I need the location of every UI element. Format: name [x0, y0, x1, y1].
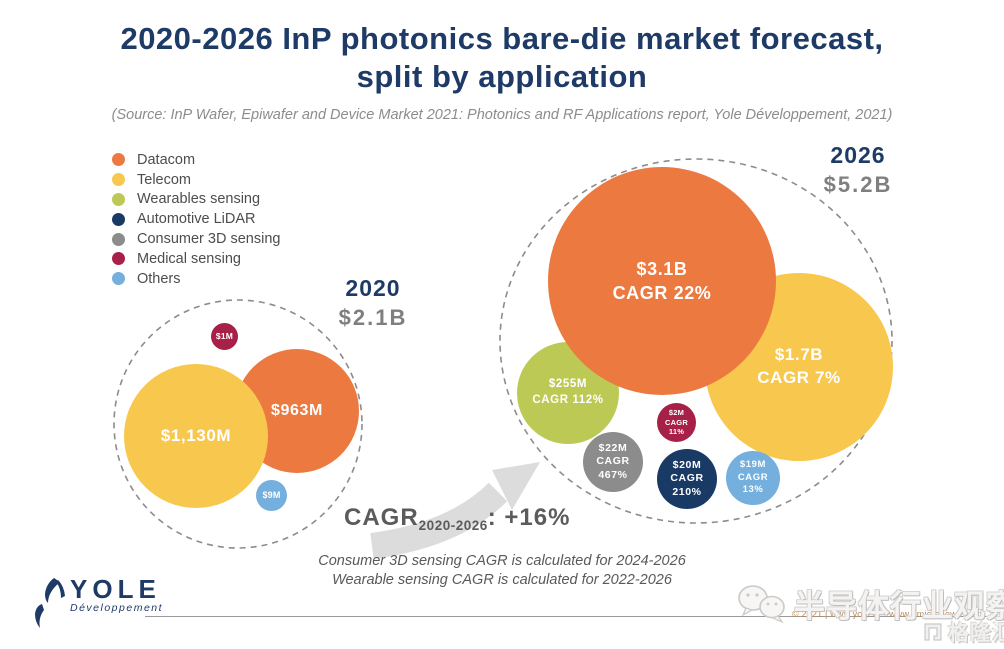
bubble-value: $9M [262, 490, 281, 501]
gelonghui-icon [924, 623, 942, 641]
legend-color-dot-telecom-icon [112, 173, 125, 187]
bubble-value: $2M [668, 408, 685, 418]
bubble-cagr-word: CAGR [737, 471, 769, 483]
bubble-cagr-value: 11% [668, 427, 685, 437]
cluster-2026-label: 2026 $5.2B [803, 142, 913, 198]
bubble-2026-medical: $2M CAGR 11% [657, 403, 696, 442]
overall-cagr-label: CAGR [344, 504, 419, 531]
legend-label: Automotive LiDAR [137, 211, 256, 228]
bubble-value: $1M [215, 330, 234, 341]
yole-logo-swoosh-icon [35, 578, 65, 628]
total-2020: $2.1B [338, 305, 408, 330]
legend-item-telecom: Telecom [112, 170, 280, 190]
bubble-2026-lidar: $20M CAGR 210% [657, 449, 717, 509]
footnote-wearables: Wearable sensing CAGR is calculated for … [332, 572, 672, 588]
bubble-cagr-word: CAGR [670, 472, 704, 485]
title-line-1: 2020-2026 InP photonics bare-die market … [120, 21, 884, 56]
copyright-note: © 2021 | www.yole.fr – www.i-micronews.c… [792, 609, 982, 619]
yole-logo: YOLE Développement [28, 576, 163, 634]
bubble-value: $963M [271, 402, 323, 420]
yole-logo-text: YOLE Développement [70, 576, 163, 614]
bubble-cagr-value: 467% [598, 468, 628, 481]
legend-label: Wearables sensing [137, 191, 261, 208]
legend-item-others: Others [112, 269, 280, 289]
legend-item-medical: Medical sensing [112, 249, 280, 269]
legend-color-dot-lidar-icon [112, 212, 125, 226]
source-note: (Source: InP Wafer, Epiwafer and Device … [111, 107, 893, 123]
legend-label: Consumer 3D sensing [137, 231, 281, 248]
legend-item-datacom: Datacom [112, 150, 280, 170]
cluster-2020-label: 2020 $2.1B [318, 275, 428, 331]
page-title: 2020-2026 InP photonics bare-die market … [0, 20, 1004, 96]
legend-item-consumer3d: Consumer 3D sensing [112, 229, 280, 249]
yole-logo-name: YOLE [70, 574, 161, 604]
legend: Datacom Telecom Wearables sensing Automo… [112, 150, 280, 289]
bubble-value: $3.1B [636, 258, 688, 279]
overall-cagr-value: : +16% [487, 504, 571, 531]
bubble-value: $20M [672, 458, 702, 471]
bubble-cagr-word: CAGR [665, 417, 688, 427]
year-2020: 2020 [345, 275, 401, 301]
legend-item-wearables: Wearables sensing [112, 190, 280, 210]
legend-color-dot-others-icon [112, 272, 125, 286]
bubble-cagr: CAGR 7% [757, 368, 841, 387]
bubble-value: $1,130M [160, 425, 232, 445]
footnote-consumer3d: Consumer 3D sensing CAGR is calculated f… [318, 553, 686, 569]
legend-item-lidar: Automotive LiDAR [112, 209, 280, 229]
bubble-2020-medical: $1M [211, 323, 238, 350]
bubble-cagr-value: 210% [672, 485, 702, 498]
growth-arrow-head-icon [492, 462, 540, 510]
legend-color-dot-datacom-icon [112, 153, 125, 167]
bubble-value: $255M [548, 378, 588, 391]
legend-color-dot-wearables-icon [112, 192, 125, 206]
year-2026: 2026 [830, 142, 886, 168]
bubble-value: $19M [739, 459, 767, 471]
bubble-cagr: CAGR 112% [532, 394, 604, 406]
gelonghui-watermark: 格隆汇 [922, 617, 1004, 647]
overall-cagr: CAGR2020-2026: +16% [344, 504, 570, 533]
bubble-2020-others: $9M [256, 480, 287, 511]
overall-cagr-subscript: 2020-2026 [418, 518, 488, 533]
title-line-2: split by application [356, 59, 648, 94]
wechat-watermark: 半导体行业观察 [736, 581, 1004, 626]
bubble-value: $22M [598, 441, 628, 454]
legend-color-dot-consumer3d-icon [112, 232, 125, 246]
bubble-cagr-word: CAGR [596, 455, 630, 468]
bubble-cagr-value: 13% [742, 484, 764, 496]
bubble-2026-datacom: $3.1B CAGR 22% [548, 167, 776, 395]
bubble-2026-others: $19M CAGR 13% [726, 451, 780, 505]
bubble-2020-telecom: $1,130M [124, 364, 268, 508]
legend-label: Telecom [137, 171, 191, 188]
bubble-value: $1.7B [774, 345, 824, 365]
legend-color-dot-medical-icon [112, 252, 125, 266]
legend-label: Datacom [137, 151, 196, 168]
footer-divider [145, 616, 990, 617]
legend-label: Medical sensing [137, 250, 241, 267]
watermark-text: 半导体行业观察 [794, 589, 1004, 624]
bubble-cagr: CAGR 22% [612, 283, 712, 303]
wechat-icon [738, 584, 785, 623]
bubble-2026-consumer3d: $22M CAGR 467% [583, 432, 643, 492]
yole-logo-subtitle: Développement [70, 602, 164, 614]
gelonghui-text: 格隆汇 [948, 622, 1004, 645]
total-2026: $5.2B [823, 172, 893, 197]
legend-label: Others [137, 270, 181, 287]
